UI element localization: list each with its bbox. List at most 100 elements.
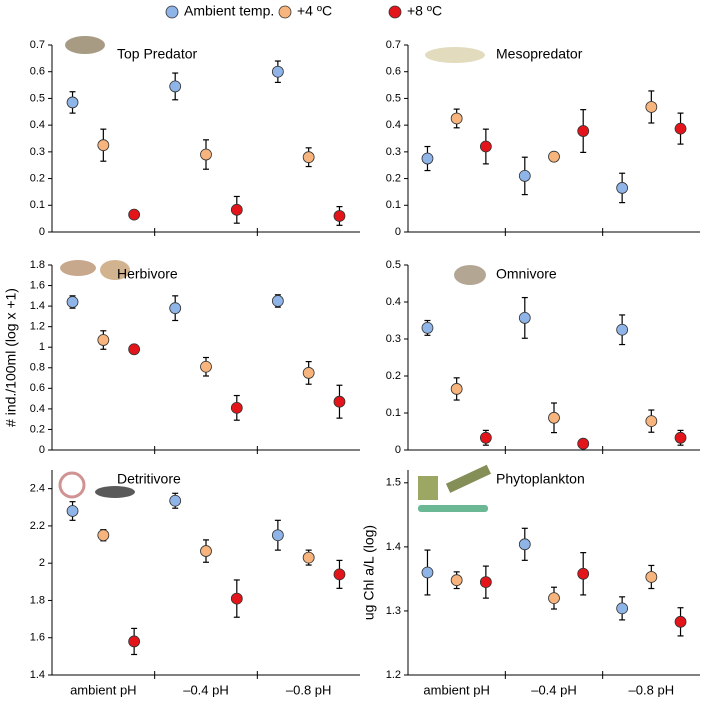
y-tick-label: 0.2 <box>386 370 401 382</box>
legend-marker <box>165 5 179 19</box>
data-point <box>450 574 463 587</box>
data-point <box>479 140 492 153</box>
data-point <box>577 437 590 450</box>
data-point <box>271 295 284 307</box>
y-tick-label: 1.6 <box>30 632 45 644</box>
data-point <box>518 169 531 182</box>
data-point <box>421 321 434 334</box>
y-tick-label: 1.3 <box>386 605 401 617</box>
legend-marker <box>388 5 402 19</box>
data-point <box>230 203 243 216</box>
data-point <box>333 210 346 222</box>
y-tick-label: 1.8 <box>30 594 45 606</box>
y-tick-label: 1 <box>39 341 45 353</box>
data-point <box>302 151 315 164</box>
y-tick-label: 0.1 <box>30 199 45 211</box>
data-point <box>169 302 182 315</box>
data-point <box>674 122 687 135</box>
data-point <box>674 615 687 628</box>
x-tick-label: –0.4 pH <box>531 682 577 697</box>
data-point <box>200 545 212 557</box>
data-point <box>230 401 243 414</box>
y-tick-label: 0.7 <box>30 39 45 51</box>
y-tick-label: 0 <box>395 444 401 456</box>
y-tick-label: 0.5 <box>386 92 401 104</box>
icons <box>58 36 491 512</box>
data-point <box>200 148 212 161</box>
x-tick-label: –0.8 pH <box>286 682 332 697</box>
data-point <box>645 415 658 428</box>
x-tick-label: ambient pH <box>423 682 489 697</box>
data-point <box>645 571 658 583</box>
y-tick-label: 0 <box>395 226 401 238</box>
data-point <box>479 576 492 589</box>
data-point <box>518 312 531 324</box>
y-tick-label: 0 <box>39 444 45 456</box>
y-tick-label: 0.2 <box>386 172 401 184</box>
data-point <box>66 96 79 109</box>
data-point <box>674 431 687 444</box>
data-point <box>333 395 346 408</box>
y-tick-label: 0.3 <box>386 333 401 345</box>
y-tick-label: 1.2 <box>386 669 401 681</box>
y-tick-label: 0.3 <box>30 146 45 158</box>
data-point <box>97 529 110 542</box>
y-tick-label: 0.2 <box>30 172 45 184</box>
y-tick-label: 0.5 <box>30 92 45 104</box>
y-tick-label: 0.6 <box>386 66 401 78</box>
data-point <box>577 125 590 137</box>
data-point <box>271 529 284 542</box>
data-point <box>200 360 212 373</box>
legend-marker <box>278 5 292 19</box>
data-point <box>616 323 629 336</box>
y-tick-label: 0.8 <box>30 362 45 374</box>
data-point <box>421 152 434 165</box>
data-point <box>616 182 629 194</box>
y-tick-label: 1.6 <box>30 279 45 291</box>
y-tick-label: 0.4 <box>386 296 401 308</box>
data-point <box>66 296 79 308</box>
y-tick-label: 0.1 <box>386 199 401 211</box>
panel-title: Herbivore <box>117 266 178 282</box>
data-point <box>479 431 492 444</box>
x-tick-label: –0.4 pH <box>183 682 229 697</box>
legend-label: Ambient temp. <box>184 3 274 19</box>
data-point <box>128 635 141 648</box>
data-point <box>230 592 243 605</box>
y-tick-label: 0.3 <box>386 146 401 158</box>
data-point <box>66 505 79 517</box>
y-axis-label: ug Chl a/L (log) <box>361 525 377 620</box>
data-point <box>518 538 531 551</box>
data-point <box>128 343 141 356</box>
y-tick-label: 1.8 <box>30 259 45 271</box>
panel-title: Top Predator <box>117 46 197 62</box>
y-tick-label: 1.5 <box>386 477 401 489</box>
y-tick-label: 1.4 <box>386 541 401 553</box>
data-point <box>548 592 560 605</box>
data-point <box>577 567 590 580</box>
legend-label: +8 ºC <box>407 3 442 19</box>
data-point <box>645 101 658 113</box>
panel-title: Phytoplankton <box>496 471 585 487</box>
y-tick-label: 0 <box>39 226 45 238</box>
data-point <box>302 367 315 379</box>
y-axis-label: # ind./100ml (log x +1) <box>3 288 19 427</box>
y-tick-label: 1.4 <box>30 669 45 681</box>
y-tick-label: 0.2 <box>30 423 45 435</box>
y-tick-label: 0.6 <box>30 382 45 394</box>
data-point <box>97 139 110 152</box>
data-point <box>333 568 346 581</box>
data-point <box>302 551 315 564</box>
data-point <box>128 208 141 221</box>
data-point <box>548 411 560 424</box>
data-point <box>271 65 284 78</box>
data-point <box>616 602 629 615</box>
x-tick-label: –0.8 pH <box>629 682 675 697</box>
data-point <box>169 494 182 507</box>
y-tick-label: 2 <box>39 557 45 569</box>
y-tick-label: 2.2 <box>30 520 45 532</box>
y-tick-label: 0.7 <box>386 39 401 51</box>
data-point <box>450 383 463 395</box>
y-tick-label: 1.4 <box>30 300 45 312</box>
